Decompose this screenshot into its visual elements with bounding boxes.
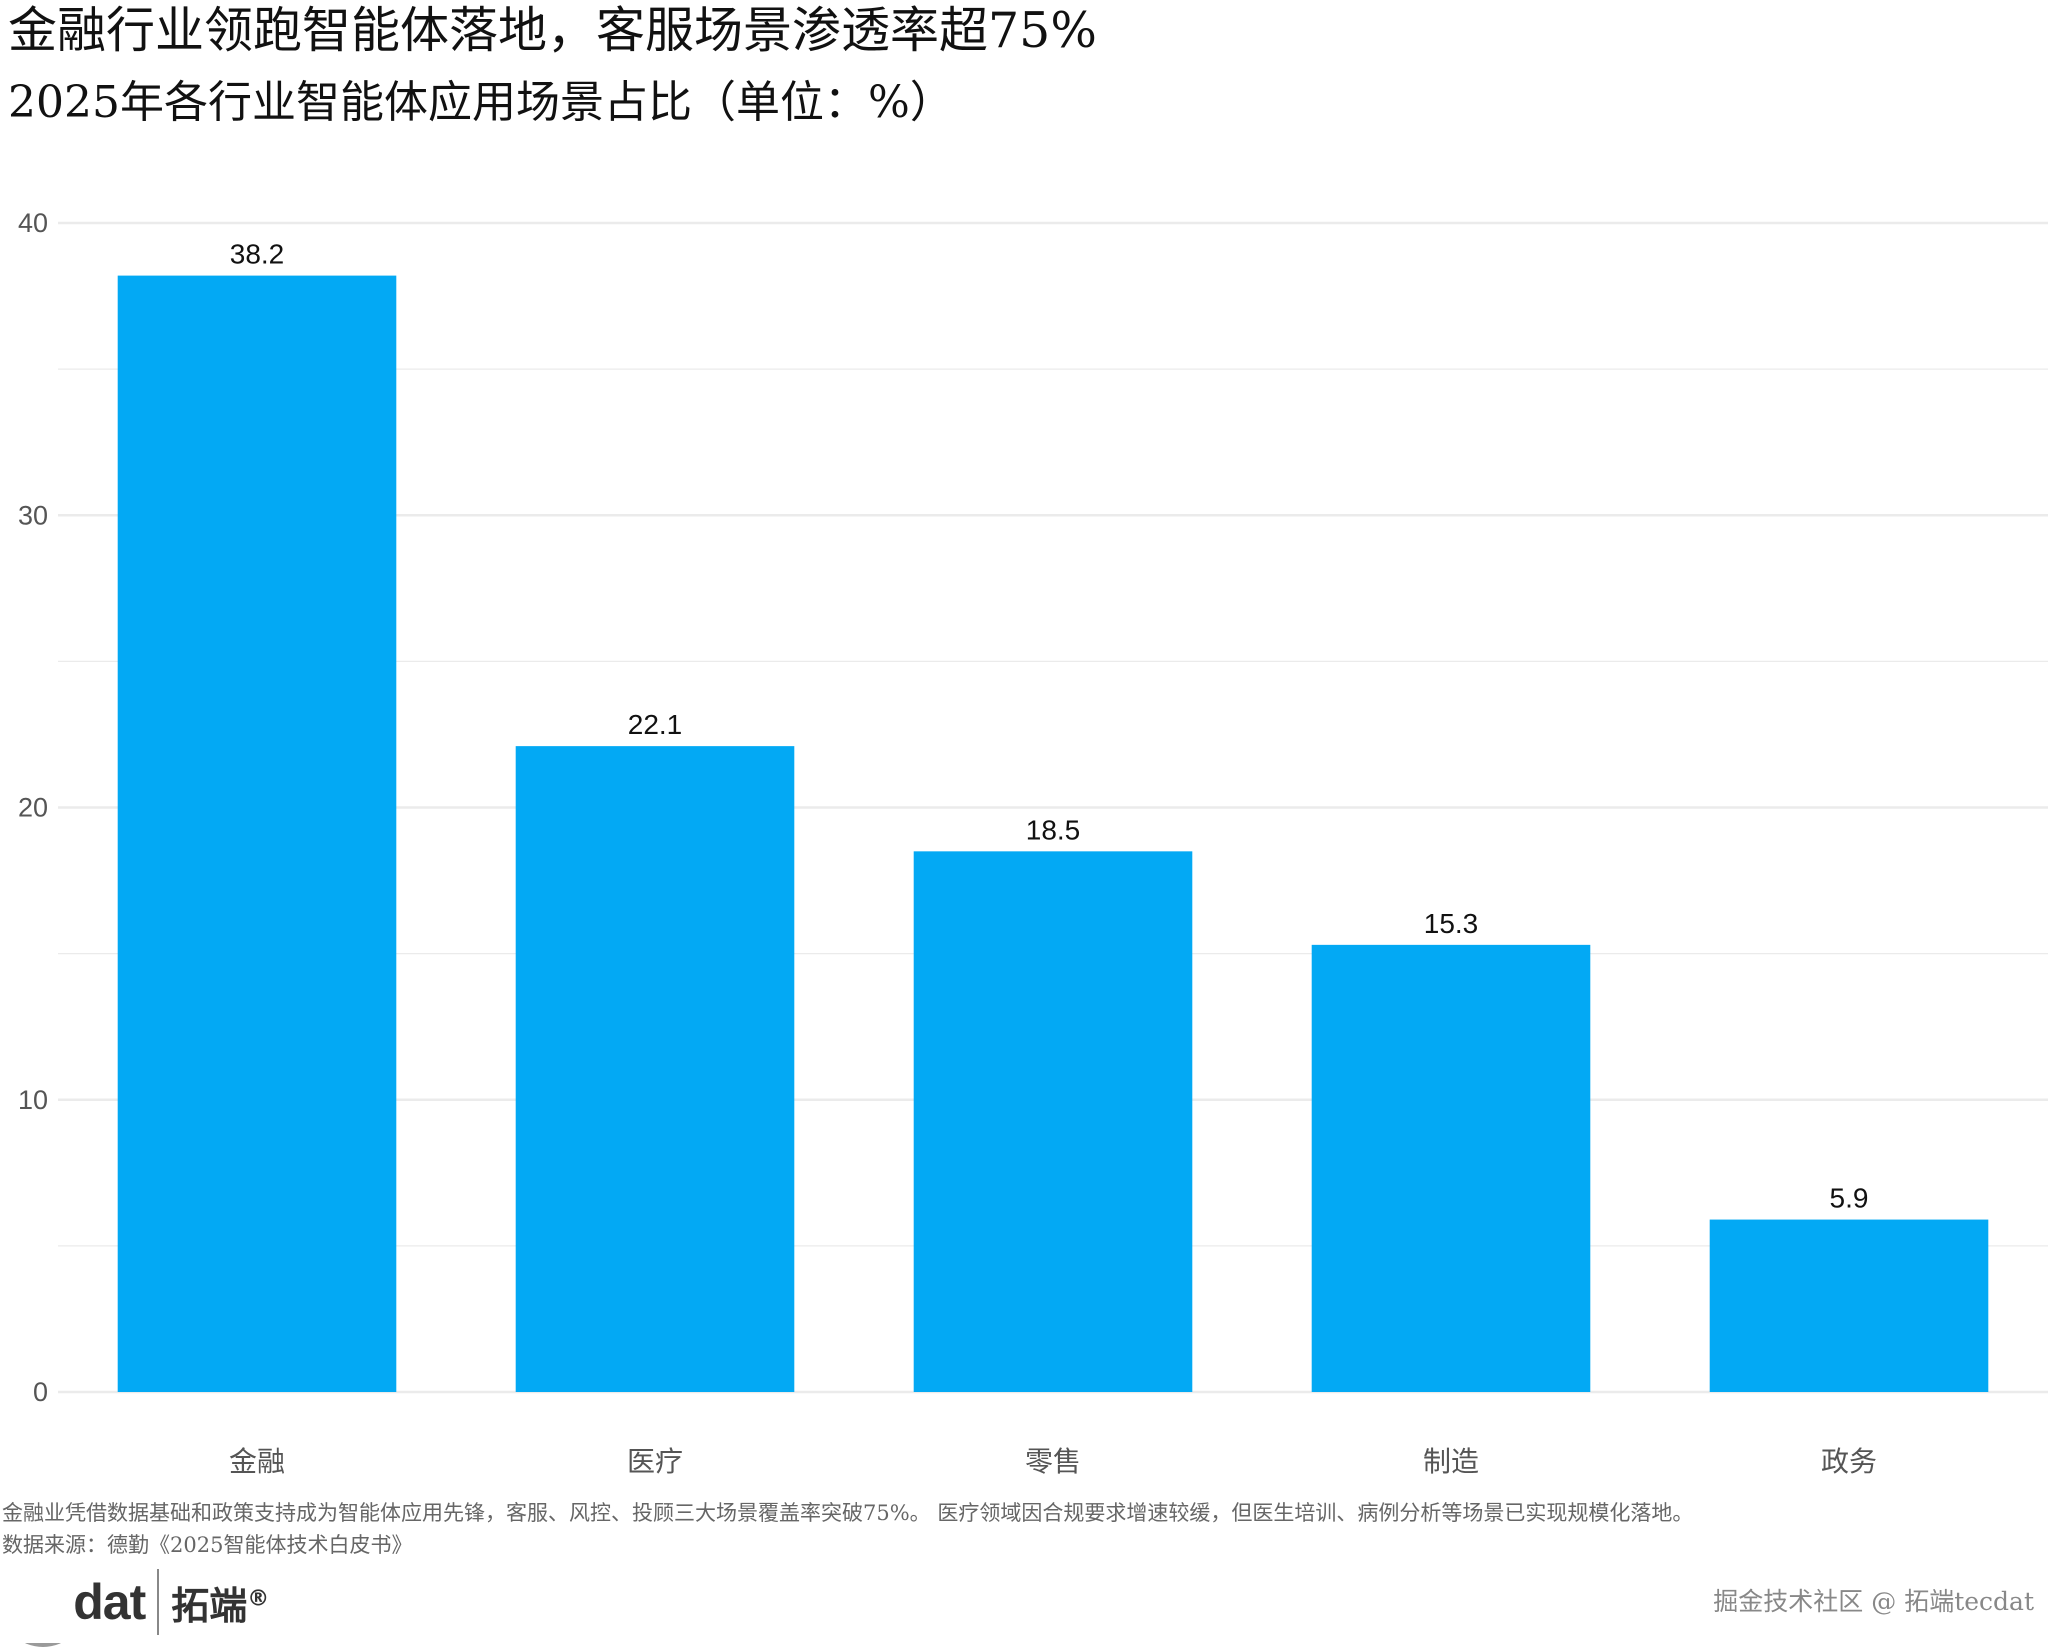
x-category-label: 零售	[1025, 1445, 1081, 1478]
x-category-label: 政务	[1821, 1445, 1877, 1478]
bar	[117, 275, 397, 1393]
logo-divider	[157, 1569, 160, 1635]
chart-note: 金融业凭借数据基础和政策支持成为智能体应用先锋，客服、风控、投顾三大场景覆盖率突…	[2, 1501, 1694, 1525]
x-category-label: 制造	[1423, 1445, 1479, 1478]
y-tick-label: 10	[18, 1085, 48, 1115]
chart-title: 金融行业领跑智能体落地，客服场景渗透率超75%	[8, 2, 1097, 59]
bar-value-label: 15.3	[1424, 908, 1479, 939]
chart-subtitle: 2025年各行业智能体应用场景占比（单位：%）	[8, 77, 954, 128]
bar	[913, 851, 1193, 1392]
logo-chinese-name: 拓端®	[171, 1583, 270, 1628]
bar	[515, 746, 795, 1392]
x-category-label: 金融	[229, 1445, 285, 1478]
bar-value-label: 5.9	[1830, 1183, 1869, 1214]
bar-value-label: 18.5	[1026, 814, 1081, 845]
y-tick-label: 0	[33, 1377, 48, 1407]
logo-wordmark: tecdat	[0, 1561, 146, 1647]
bar	[1709, 1219, 1989, 1392]
bar-value-label: 22.1	[628, 709, 683, 740]
bar-value-label: 38.2	[230, 239, 285, 270]
bar-chart: 0 10 20 30 40 38.2 金融 22.1 医疗 18.5 零售 15.3 制造 5.9 政务	[18, 208, 2048, 1478]
y-tick-label: 40	[18, 208, 48, 238]
watermark: 掘金技术社区 @ 拓端tecdat	[1713, 1587, 2034, 1616]
chart-source: 数据来源：德勤《2025智能体技术白皮书》	[2, 1533, 413, 1557]
y-tick-label: 30	[18, 500, 48, 530]
x-category-label: 医疗	[627, 1445, 683, 1478]
y-tick-label: 20	[18, 793, 48, 823]
tecdat-logo: tecdat 拓端®	[0, 1561, 270, 1647]
bar	[1311, 944, 1591, 1392]
